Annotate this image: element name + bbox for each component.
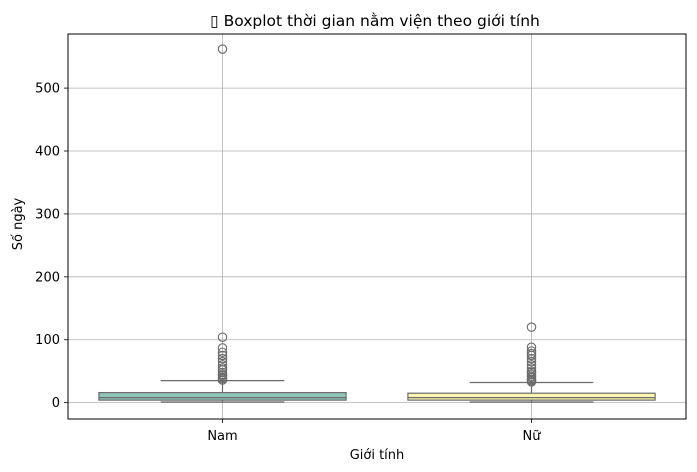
x-axis-title: Giới tính [350, 448, 405, 463]
outlier-point [526, 348, 537, 359]
outlier-point [526, 363, 537, 373]
y-tick-label: 500 [35, 82, 60, 97]
outlier-point [217, 357, 228, 367]
box-group-Nữ [407, 322, 656, 403]
outlier-point [217, 367, 228, 378]
grid-layer [68, 34, 686, 419]
plot-frame [67, 33, 687, 420]
x-tick-label: Nữ [523, 429, 542, 444]
box-iqr [407, 392, 656, 401]
y-tick-label: 200 [35, 270, 60, 285]
outlier-point [217, 343, 228, 353]
outlier-point [526, 346, 537, 356]
tick-layer: 0 100 200 300 400 500 Nam Nữ [35, 82, 541, 444]
x-tick-label: Nam [207, 429, 237, 444]
outlier-point [526, 342, 537, 353]
box-iqr [98, 391, 347, 401]
y-axis-title: Số ngày [11, 197, 26, 250]
y-tick-label: 400 [35, 145, 60, 160]
outlier-point [526, 322, 537, 332]
outlier-point [217, 332, 228, 342]
outlier-point [217, 360, 228, 370]
y-tick-label: 300 [35, 207, 60, 222]
outlier-point [526, 366, 537, 376]
outlier-point [217, 353, 228, 364]
box-layer [98, 44, 656, 403]
outlier-point [217, 350, 228, 361]
outlier-point [217, 363, 228, 373]
chart-title: ▯ Boxplot thời gian nằm viện theo giới t… [210, 12, 540, 30]
outlier-point [217, 347, 228, 358]
box-group-Nam [98, 44, 347, 403]
outlier-point [526, 360, 537, 370]
outlier-point [526, 353, 537, 364]
outlier-point [217, 44, 228, 54]
y-tick-label: 100 [35, 333, 60, 348]
y-tick-label: 0 [52, 396, 60, 411]
